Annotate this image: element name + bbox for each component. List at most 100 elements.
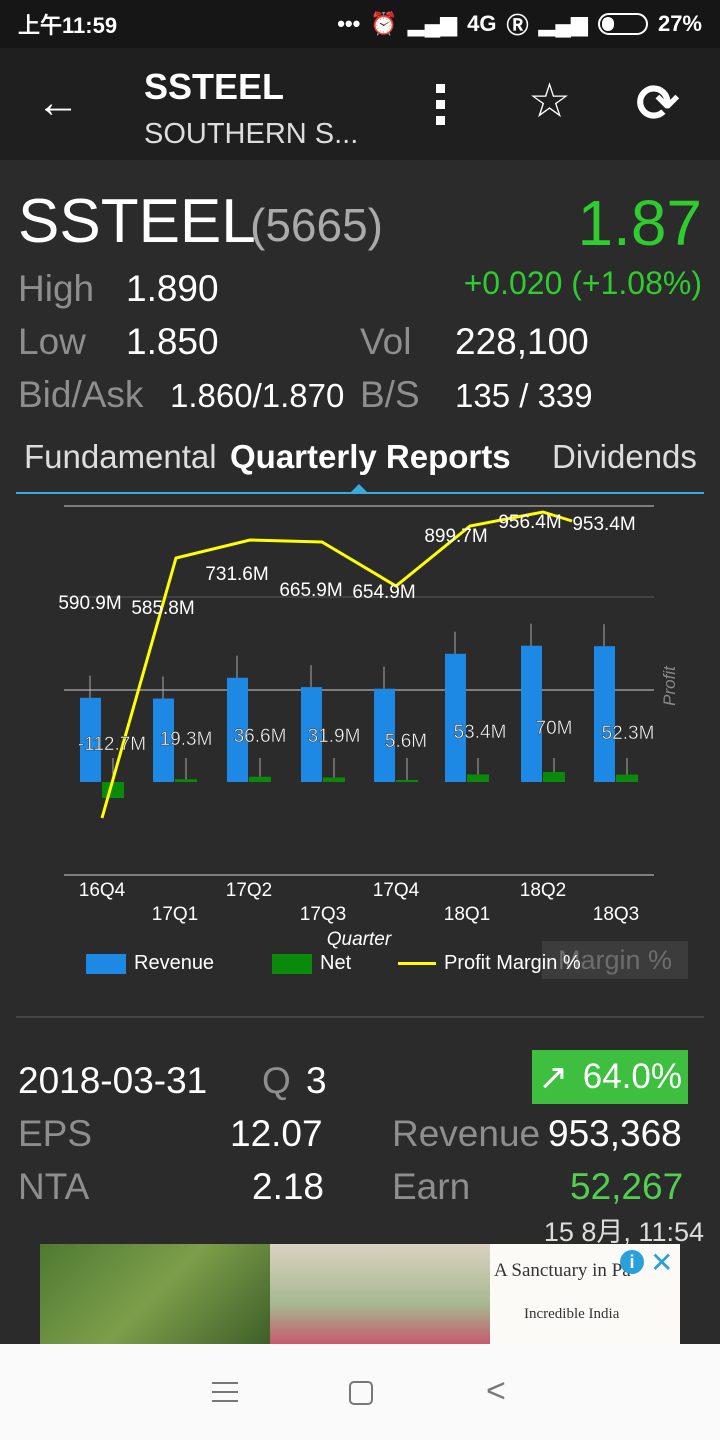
revenue-label: Revenue <box>392 1113 541 1154</box>
revenue-data-label: 953.4M <box>572 514 635 535</box>
net-data-label: 5.6M <box>385 731 427 752</box>
quarter-label: Q <box>262 1060 291 1101</box>
tab-indicator-line <box>16 492 704 494</box>
revenue-data-label: 590.9M <box>58 593 121 614</box>
revenue-bar <box>521 645 542 782</box>
revenue-bar <box>594 646 615 782</box>
x-tick-label: 17Q3 <box>300 904 346 925</box>
net-bar <box>616 774 638 782</box>
legend-margin: Profit Margin % <box>398 952 581 975</box>
x-tick-label: 17Q2 <box>226 880 272 901</box>
profit-margin-line <box>100 510 573 819</box>
earn-value: 52,267 <box>570 1166 684 1207</box>
net-data-label: 70M <box>536 718 573 739</box>
ad-banner[interactable]: A Sanctuary in Pa Incredible India i ✕ <box>40 1244 680 1344</box>
net-data-label: 36.6M <box>234 726 287 747</box>
revenue-bar <box>445 653 466 782</box>
net-bar <box>543 772 565 782</box>
battery-percent: 27% <box>657 11 702 36</box>
ad-image-rhino <box>40 1244 270 1344</box>
eps-value: 12.07 <box>230 1113 323 1154</box>
ad-close-icon[interactable]: ✕ <box>650 1247 674 1278</box>
revenue-data-label: 654.9M <box>352 582 415 603</box>
x-axis-title: Quarter <box>327 929 392 950</box>
battery-icon <box>597 13 648 35</box>
recents-menu-icon[interactable] <box>212 1382 238 1409</box>
net-bar <box>323 777 345 782</box>
net-bar <box>175 779 197 782</box>
legend-revenue-label: Revenue <box>134 952 215 974</box>
low-value: 1.850 <box>126 321 219 362</box>
nav-back-icon[interactable]: < <box>486 1372 506 1410</box>
network-type: 4G <box>467 11 497 36</box>
revenue-data-label: 585.8M <box>131 598 194 619</box>
back-arrow-icon[interactable]: ← <box>36 78 80 127</box>
ad-info-icon[interactable]: i <box>620 1250 644 1274</box>
net-data-label: 52.3M <box>602 723 655 744</box>
ad-text-panel: A Sanctuary in Pa Incredible India <box>490 1244 680 1344</box>
tab-fundamental[interactable]: Fundamental <box>24 438 217 475</box>
legend-revenue-swatch <box>86 953 126 974</box>
header-title: SSTEEL <box>144 66 285 107</box>
more-dots-icon: ••• <box>337 11 361 36</box>
vol-value: 228,100 <box>455 321 589 362</box>
system-nav-bar: < <box>0 1344 720 1440</box>
low-label: Low <box>18 321 86 362</box>
bs-label: B/S <box>360 374 420 415</box>
last-price: 1.87 <box>577 187 702 259</box>
star-icon[interactable]: ☆ <box>528 75 572 128</box>
high-label: High <box>18 268 95 309</box>
net-data-label: 19.3M <box>160 729 213 750</box>
legend-margin-label: Profit Margin % <box>444 952 581 974</box>
legend-net-label: Net <box>320 952 352 974</box>
net-data-label: -112.7M <box>78 734 146 755</box>
revenue-data-label: 731.6M <box>205 564 268 585</box>
revenue-data-label: 956.4M <box>498 512 561 533</box>
price-change: +0.020 (+1.08%) <box>463 265 702 301</box>
revenue-bar <box>80 697 101 782</box>
status-time: 上午11:59 <box>18 13 118 38</box>
roaming-icon: Ⓡ <box>506 13 529 38</box>
bidask-label: Bid/Ask <box>18 374 144 415</box>
revenue-data-label: 899.7M <box>424 526 487 547</box>
header-subtitle: SOUTHERN S... <box>144 118 359 150</box>
tab-quarterly-reports[interactable]: Quarterly Reports <box>230 438 511 475</box>
net-bar <box>249 776 271 782</box>
net-bar <box>467 774 489 782</box>
ad-brand: Incredible India <box>524 1306 620 1322</box>
nta-label: NTA <box>18 1166 90 1207</box>
report-timestamp: 15 8月, 11:54 <box>543 1217 704 1247</box>
margin-toggle-button[interactable]: Margin % <box>542 941 688 979</box>
growth-badge: ↗ 64.0% <box>532 1050 688 1104</box>
status-bar: 上午11:59 ••• ⏰ ▂▄▆ 4G Ⓡ ▂▄▆ 27% <box>0 0 720 48</box>
legend-margin-swatch <box>398 962 436 966</box>
revenue-bar <box>227 677 248 782</box>
home-square-icon[interactable] <box>349 1381 373 1405</box>
net-data-label: 31.9M <box>308 726 361 747</box>
quarterly-chart: 590.9M 585.8M 731.6M 665.9M 654.9M 899.7M 956.… <box>58 505 679 950</box>
signal-icon: ▂▄▆ <box>407 11 458 36</box>
revenue-bar <box>301 687 322 782</box>
x-tick-label: 17Q1 <box>152 904 198 925</box>
stock-symbol: SSTEEL <box>18 187 256 256</box>
vol-label: Vol <box>360 321 412 362</box>
ad-image-balcony <box>270 1244 490 1344</box>
eps-label: EPS <box>18 1113 93 1154</box>
bs-value: 135 / 339 <box>455 377 593 414</box>
tab-indicator-caret <box>351 484 367 492</box>
signal-icon-2: ▂▄▆ <box>538 11 588 36</box>
tab-dividends[interactable]: Dividends <box>552 438 697 475</box>
section-divider <box>16 1016 704 1018</box>
alarm-icon: ⏰ <box>370 11 398 36</box>
x-tick-label: 16Q4 <box>79 880 126 901</box>
x-tick-label: 18Q1 <box>444 904 490 925</box>
refresh-icon[interactable]: ⟳ <box>636 75 680 133</box>
high-value: 1.890 <box>126 268 219 309</box>
quarter-value: 3 <box>306 1060 327 1101</box>
report-date: 2018-03-31 <box>18 1060 208 1101</box>
overflow-menu-icon[interactable] <box>430 84 450 128</box>
revenue-value: 953,368 <box>548 1113 682 1154</box>
ad-headline: A Sanctuary in Pa <box>494 1260 631 1281</box>
revenue-data-label: 665.9M <box>279 580 342 601</box>
app-bar: ← SSTEEL SOUTHERN S... ☆ ⟳ <box>0 48 720 160</box>
